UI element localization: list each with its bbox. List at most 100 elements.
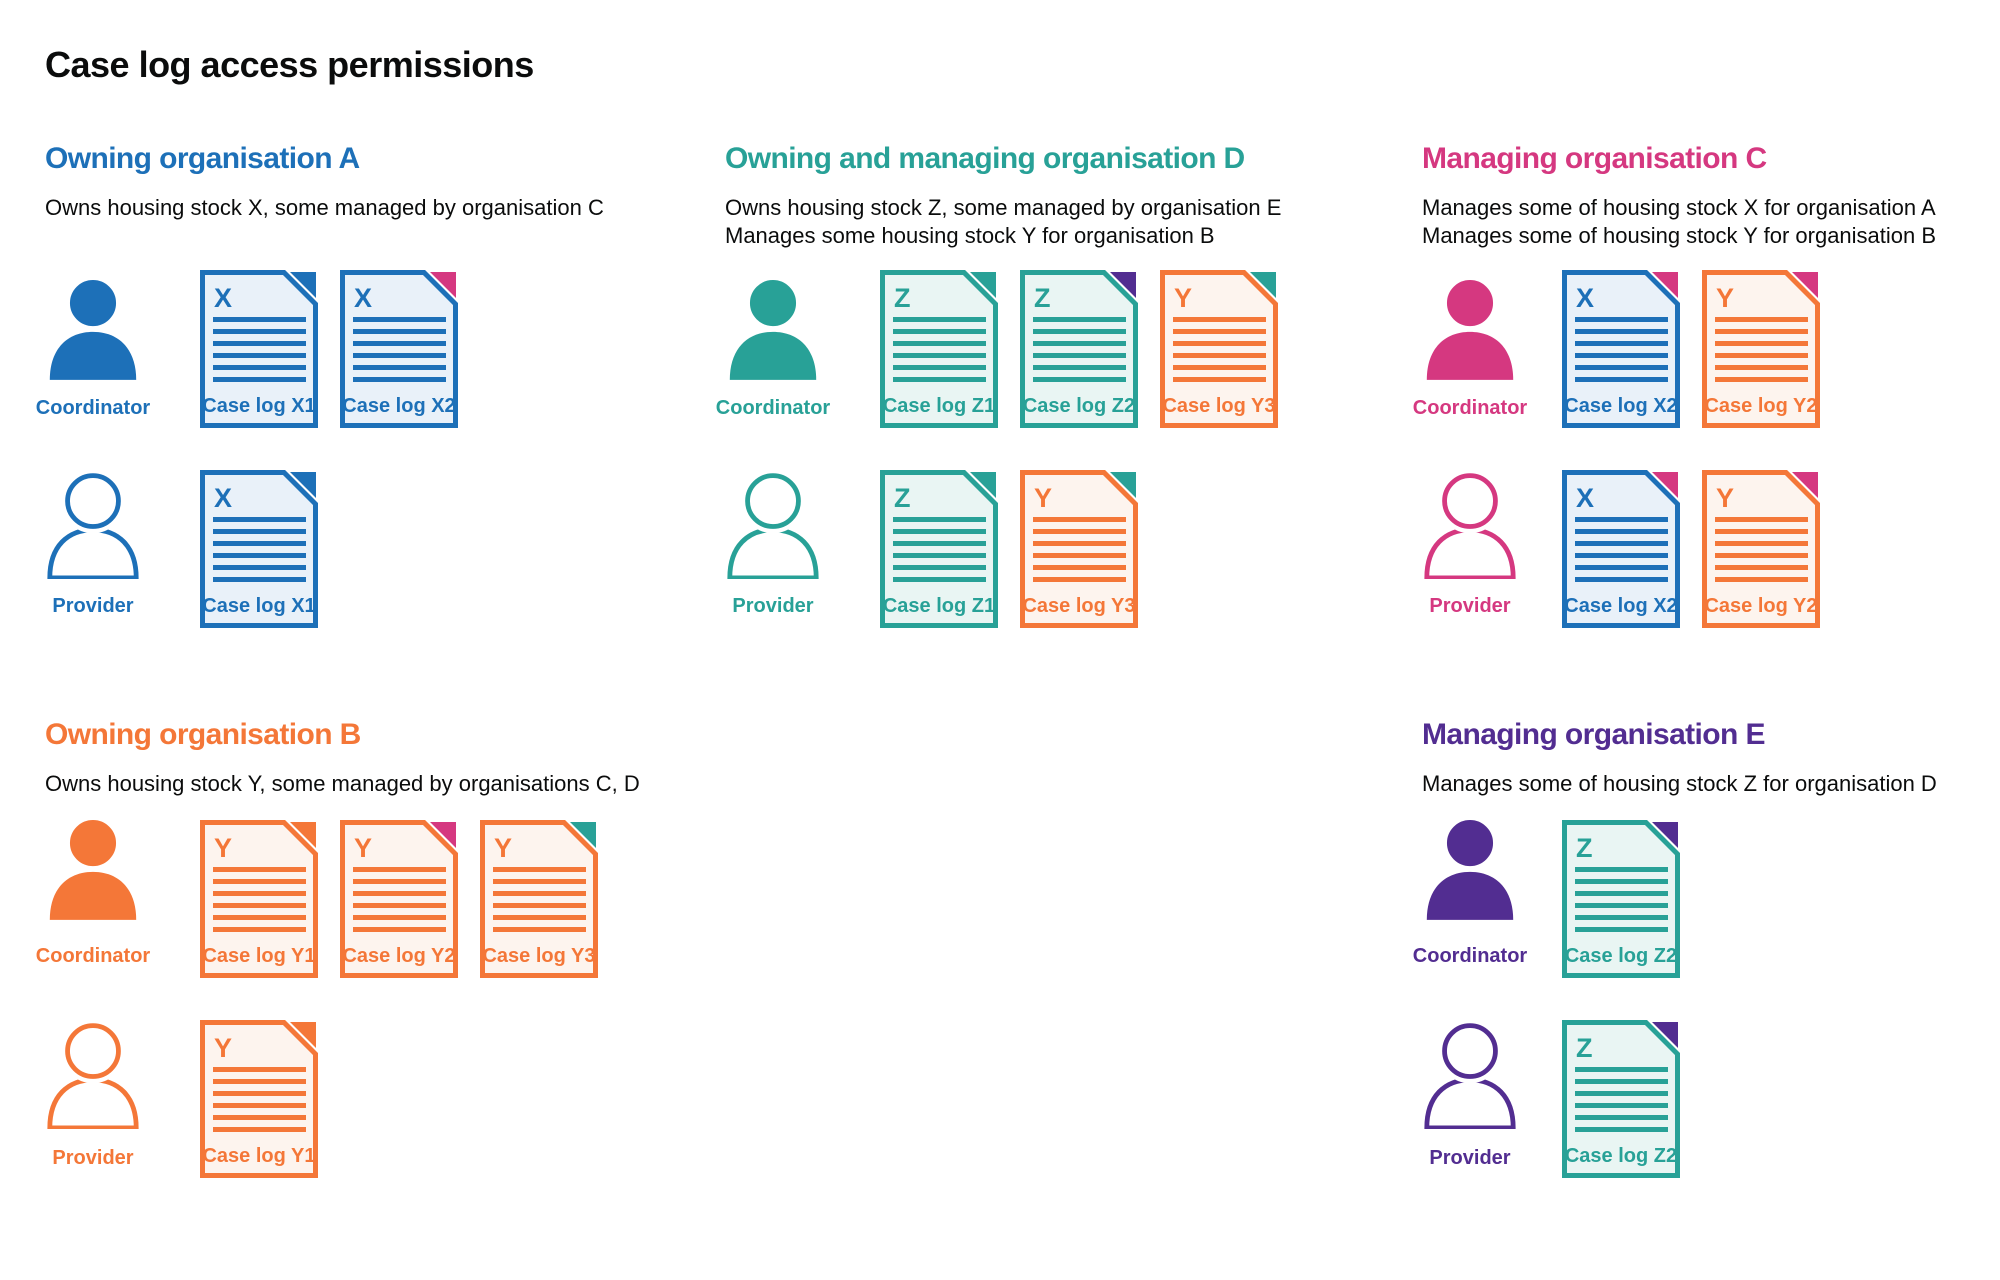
text-line xyxy=(1575,365,1668,370)
stock-letter: Y xyxy=(354,833,372,863)
org-heading-managing-organisation-e: Managing organisation E xyxy=(1422,718,1765,751)
text-line xyxy=(213,891,306,896)
text-line xyxy=(1575,553,1668,558)
text-line xyxy=(1575,577,1668,582)
text-line xyxy=(893,517,986,522)
text-line xyxy=(1715,577,1808,582)
folded-corner-purple xyxy=(1652,822,1678,848)
coordinator-label: Coordinator xyxy=(35,397,151,419)
coordinator-person-icon xyxy=(725,275,821,381)
case-log-doc-case-log-z2: Z Case log Z2 xyxy=(1562,1020,1680,1178)
org-description-line: Owns housing stock Z, some managed by or… xyxy=(725,195,1282,220)
stock-letter: Z xyxy=(1576,833,1593,863)
org-heading-owning-organisation-a: Owning organisation A xyxy=(45,142,360,175)
provider-person-icon xyxy=(1422,1023,1518,1129)
case-log-label: Case log X2 xyxy=(1564,595,1677,617)
case-log-label: Case log Y2 xyxy=(1704,395,1817,417)
folded-corner-teal xyxy=(570,822,596,848)
stock-letter: X xyxy=(214,283,232,313)
org-heading-owning-and-managing-organisation-d: Owning and managing organisation D xyxy=(725,142,1245,175)
text-line xyxy=(1575,903,1668,908)
text-line xyxy=(1173,329,1266,334)
text-line xyxy=(1033,577,1126,582)
text-line xyxy=(1575,891,1668,896)
case-log-label: Case log Z2 xyxy=(1565,945,1677,967)
text-line xyxy=(213,329,306,334)
stock-letter: Y xyxy=(214,1033,232,1063)
text-line xyxy=(1575,1103,1668,1108)
text-line xyxy=(893,317,986,322)
case-log-label: Case log Y3 xyxy=(1022,595,1135,617)
case-log-label: Case log Z1 xyxy=(883,595,995,617)
case-log-page xyxy=(200,820,318,978)
text-line xyxy=(213,353,306,358)
provider-person-icon xyxy=(45,473,141,579)
folded-corner-purple xyxy=(1652,1022,1678,1048)
text-line xyxy=(213,867,306,872)
case-log-doc-case-log-z1: Z Case log Z1 xyxy=(880,270,998,428)
text-line xyxy=(213,903,306,908)
stock-letter: Z xyxy=(894,483,911,513)
case-log-page xyxy=(880,270,998,428)
folded-corner-pink xyxy=(1652,472,1678,498)
text-line xyxy=(353,353,446,358)
text-line xyxy=(1715,541,1808,546)
case-log-label: Case log Z2 xyxy=(1565,1145,1677,1167)
folded-corner-teal xyxy=(1110,472,1136,498)
case-log-doc-case-log-y3: Y Case log Y3 xyxy=(480,820,598,978)
text-line xyxy=(213,317,306,322)
text-line xyxy=(213,1067,306,1072)
text-line xyxy=(1173,365,1266,370)
case-log-label: Case log Y3 xyxy=(1162,395,1275,417)
folded-corner-pink xyxy=(1792,272,1818,298)
text-line xyxy=(213,553,306,558)
folded-corner-teal xyxy=(970,272,996,298)
stock-letter: Z xyxy=(1576,1033,1593,1063)
text-line xyxy=(353,927,446,932)
provider-label: Provider xyxy=(1429,1147,1511,1169)
provider-label: Provider xyxy=(732,595,814,617)
text-line xyxy=(893,553,986,558)
text-line xyxy=(493,867,586,872)
text-line xyxy=(893,341,986,346)
text-line xyxy=(1173,317,1266,322)
text-line xyxy=(353,317,446,322)
text-line xyxy=(493,879,586,884)
text-line xyxy=(1715,517,1808,522)
text-line xyxy=(1033,565,1126,570)
stock-letter: Y xyxy=(214,833,232,863)
provider-label: Provider xyxy=(52,1147,134,1169)
stock-letter: X xyxy=(1576,483,1594,513)
org-description-line: Manages some housing stock Y for organis… xyxy=(725,223,1215,248)
text-line xyxy=(1575,915,1668,920)
text-line xyxy=(1715,529,1808,534)
text-line xyxy=(1575,565,1668,570)
text-line xyxy=(213,377,306,382)
text-line xyxy=(1575,1067,1668,1072)
text-line xyxy=(1575,529,1668,534)
folded-corner-teal xyxy=(970,472,996,498)
folded-corner-teal xyxy=(1250,272,1276,298)
case-log-label: Case log Y1 xyxy=(202,945,315,967)
text-line xyxy=(893,353,986,358)
text-line xyxy=(1033,541,1126,546)
provider-label: Provider xyxy=(1429,595,1511,617)
text-line xyxy=(213,565,306,570)
text-line xyxy=(213,927,306,932)
coordinator-person-icon xyxy=(1422,275,1518,381)
text-line xyxy=(1575,341,1668,346)
org-description-line: Owns housing stock Y, some managed by or… xyxy=(45,771,640,796)
stock-letter: X xyxy=(1576,283,1594,313)
folded-corner-orange xyxy=(290,1022,316,1048)
text-line xyxy=(893,565,986,570)
text-line xyxy=(353,365,446,370)
case-log-doc-case-log-y3: Y Case log Y3 xyxy=(1160,270,1278,428)
case-log-doc-case-log-y2: Y Case log Y2 xyxy=(340,820,458,978)
text-line xyxy=(213,517,306,522)
text-line xyxy=(1575,1079,1668,1084)
case-log-label: Case log X2 xyxy=(342,395,455,417)
stock-letter: X xyxy=(214,483,232,513)
text-line xyxy=(1715,377,1808,382)
text-line xyxy=(353,879,446,884)
